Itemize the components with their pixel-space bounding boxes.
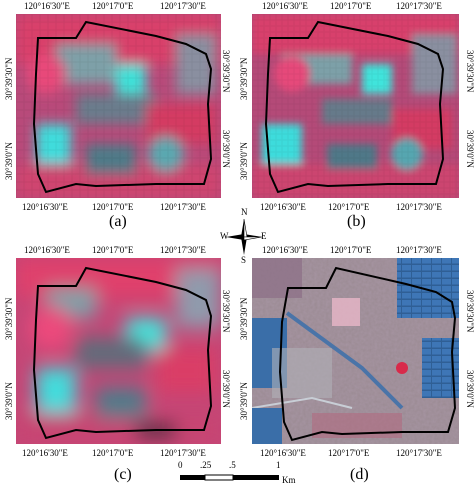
bottom-tick-b-1: 120°16'30"E [260,202,306,212]
map-panel-a [16,14,221,198]
south-label: S [241,255,247,265]
map-image-d [252,258,459,444]
scale-tick-025: .25 [200,460,212,470]
study-area-boundary-c [32,266,213,440]
top-tick-c-3: 120°17'30"E [160,245,206,255]
top-tick-a-3: 120°17'30"E [160,1,206,11]
bottom-tick-d-3: 120°17'30"E [396,448,442,458]
north-arrow: N S W E [220,207,268,265]
scale-bar: 0 .25 .5 1 Km [178,460,298,490]
top-tick-d-1: 120°16'30"E [262,245,308,255]
left-tick-a-2: 30°39'0"N [4,142,14,180]
bottom-tick-b-2: 120°17'0"E [328,202,370,212]
map-image-c [16,258,221,444]
map-panel-c [16,258,221,444]
right-tick-b-2: 30°39'0"N [465,130,474,168]
right-tick-b-1: 30°39'30"N [465,50,474,93]
right-tick-d-1: 30°39'30"N [465,290,474,333]
map-image-a [16,14,221,198]
left-tick-b-1: 30°39'30"N [239,57,249,100]
top-tick-b-1: 120°16'30"E [262,1,308,11]
bottom-tick-a-2: 120°17'0"E [92,202,134,212]
bottom-tick-a-1: 120°16'30"E [22,202,68,212]
bottom-tick-c-1: 120°16'30"E [22,448,68,458]
left-tick-c-2: 30°39'0"N [4,382,14,420]
bottom-tick-d-2: 120°17'0"E [328,448,370,458]
top-tick-b-2: 120°17'0"E [330,1,372,11]
map-panel-b [252,14,459,198]
scale-unit: Km [282,475,296,485]
top-tick-d-2: 120°17'0"E [330,245,372,255]
panel-label-b: (b) [347,213,366,230]
bottom-tick-c-3: 120°17'30"E [160,448,206,458]
panel-label-c: (c) [114,466,132,483]
left-tick-d-1: 30°39'30"N [239,297,249,340]
study-area-boundary-b [264,20,445,194]
panel-label-d: (d) [350,466,369,483]
top-tick-c-1: 120°16'30"E [24,245,70,255]
right-tick-c-2: 30°39'0"N [221,370,231,408]
left-tick-b-2: 30°39'0"N [239,142,249,180]
scale-tick-05: .5 [229,460,236,470]
bottom-tick-d-1: 120°16'30"E [260,448,306,458]
left-tick-c-1: 30°39'30"N [4,297,14,340]
scale-tick-0: 0 [178,460,183,470]
left-tick-d-2: 30°39'0"N [239,382,249,420]
left-tick-a-1: 30°39'30"N [4,57,14,100]
scale-tick-1: 1 [276,460,281,470]
east-label: E [261,231,267,241]
study-area-boundary-a [32,20,213,194]
bottom-tick-b-3: 120°17'30"E [396,202,442,212]
bottom-tick-a-3: 120°17'30"E [160,202,206,212]
right-tick-a-2: 30°39'0"N [221,130,231,168]
study-area-boundary-d [278,266,457,442]
right-tick-a-1: 30°39'30"N [221,50,231,93]
compass-icon [226,218,263,255]
west-label: W [220,231,229,241]
top-tick-a-2: 120°17'0"E [92,1,134,11]
top-tick-a-1: 120°16'30"E [24,1,70,11]
top-tick-b-3: 120°17'30"E [396,1,442,11]
top-tick-c-2: 120°17'0"E [92,245,134,255]
panel-label-a: (a) [109,213,127,230]
right-tick-c-1: 30°39'30"N [221,290,231,333]
scale-bar-graphic [180,474,279,481]
top-tick-d-3: 120°17'30"E [396,245,442,255]
north-label: N [241,207,248,217]
bottom-tick-c-2: 120°17'0"E [92,448,134,458]
map-image-b [252,14,459,198]
right-tick-d-2: 30°39'0"N [465,370,474,408]
map-panel-d [252,258,459,444]
